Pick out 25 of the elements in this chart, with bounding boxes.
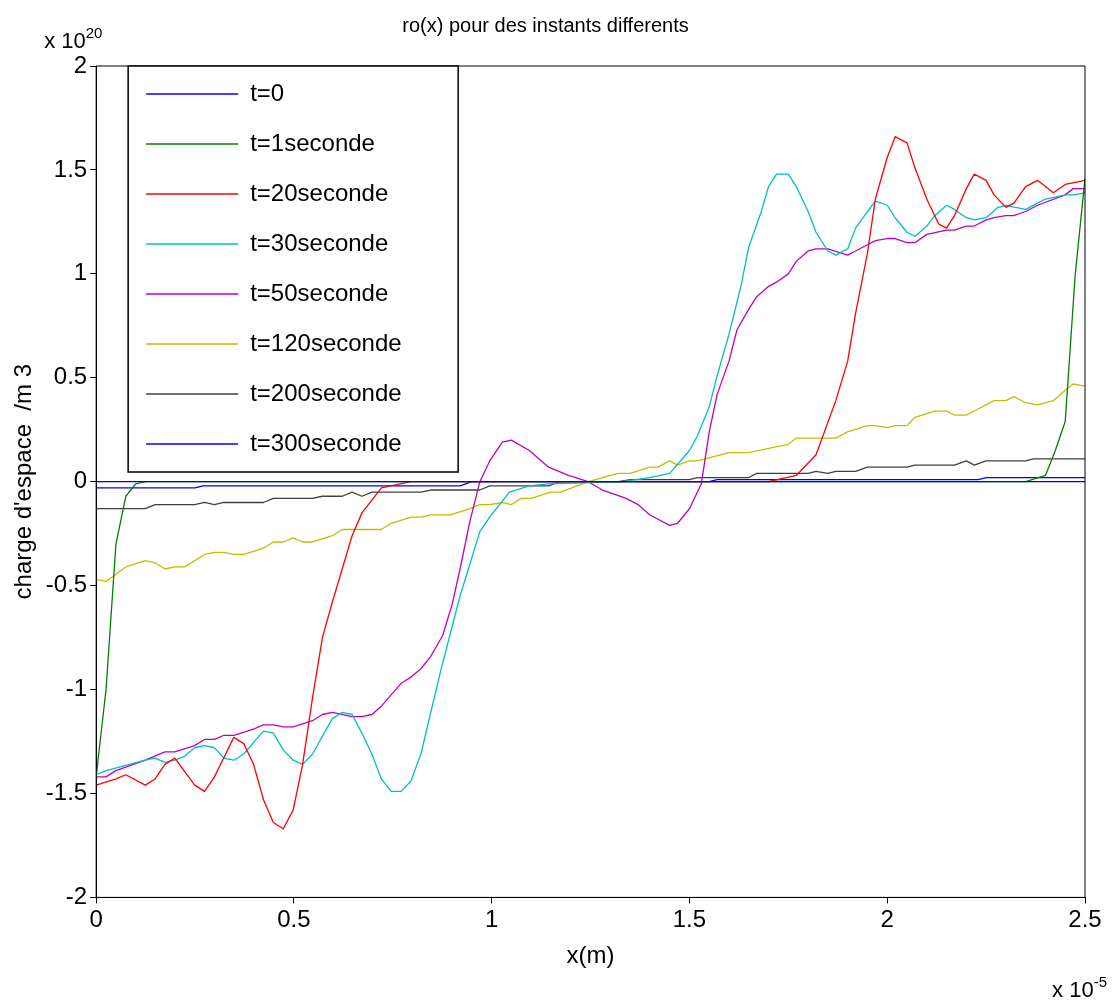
legend-label: t=1seconde	[250, 128, 375, 156]
y-tick-label: -1.5	[45, 778, 88, 806]
y-tick-label: -0.5	[45, 570, 88, 598]
y-tick-label: 1.5	[53, 154, 88, 182]
legend-label: t=200seconde	[250, 378, 402, 406]
legend-label: t=0	[250, 78, 285, 106]
y-tick-label: 0	[73, 466, 88, 494]
y-axis-title: charge d'espace /m 3	[9, 364, 37, 600]
x-tick-label: 2.5	[1068, 905, 1102, 933]
legend-label: t=30seconde	[250, 228, 389, 256]
legend-label: t=50seconde	[250, 278, 389, 306]
x-tick-label: 0.5	[277, 905, 311, 933]
y-tick-label: 2	[73, 50, 88, 78]
chart-title: ro(x) pour des instants differents	[402, 13, 689, 36]
y-tick-label: 1	[73, 258, 88, 286]
x-axis-title: x(m)	[566, 941, 615, 969]
y-tick-label: -2	[65, 882, 88, 910]
x-tick-label: 1.5	[672, 905, 707, 933]
legend-label: t=120seconde	[250, 328, 402, 356]
y-tick-label: -1	[65, 674, 88, 702]
x-tick-label: 2	[880, 905, 894, 933]
x-tick-label: 1	[485, 905, 499, 933]
y-tick-label: 0.5	[53, 362, 88, 390]
legend-label: t=300seconde	[250, 428, 402, 456]
legend-label: t=20seconde	[250, 178, 389, 206]
